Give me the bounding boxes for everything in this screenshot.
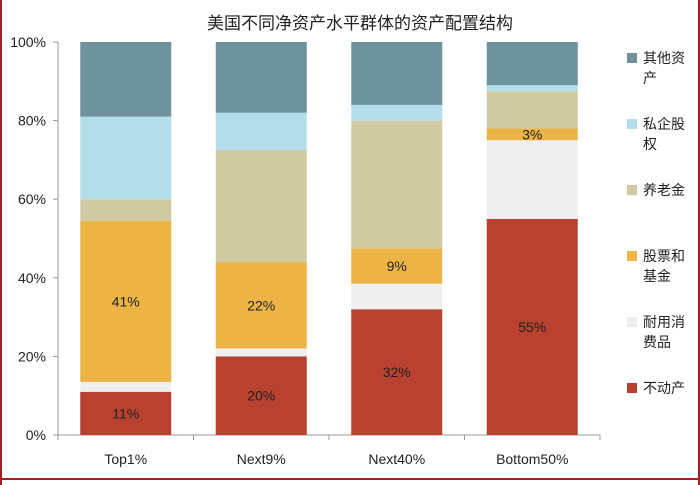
bar-segment	[351, 283, 443, 310]
bar-segment	[486, 91, 578, 129]
legend-swatch	[627, 185, 637, 195]
y-tick-label: 60%	[18, 191, 46, 207]
bar-layer	[80, 42, 578, 435]
y-tick-label: 100%	[10, 34, 46, 50]
legend-label: 费品	[643, 335, 671, 351]
data-label: 22%	[247, 297, 275, 313]
bar-segment	[215, 262, 307, 349]
y-tick-label: 0%	[26, 427, 46, 443]
bar-segment	[351, 248, 443, 284]
x-tick-label: Next9%	[237, 451, 286, 467]
bottom-rule	[0, 478, 700, 480]
legend-label: 权	[643, 137, 657, 153]
y-tick-label: 20%	[18, 348, 46, 364]
legend-label: 私企股	[643, 116, 685, 133]
bar-segment	[215, 42, 307, 113]
legend-swatch	[627, 119, 637, 129]
bar-segment	[486, 128, 578, 141]
bar-segment	[80, 199, 172, 221]
x-tick-label: Bottom50%	[496, 451, 568, 467]
legend-swatch	[627, 317, 637, 327]
legend-swatch	[627, 383, 637, 393]
data-label: 32%	[383, 364, 411, 380]
data-label: 9%	[387, 258, 407, 274]
data-label: 55%	[518, 319, 546, 335]
bar-segment	[486, 218, 578, 435]
bar-segment	[215, 356, 307, 435]
data-label-layer: 11% 20% 32% 55% 41% 22% 9% 3%	[112, 126, 547, 421]
bar-segment	[80, 116, 172, 200]
legend-label: 养老金	[643, 183, 685, 199]
data-label: 3%	[522, 126, 542, 142]
x-tick-label: Top1%	[104, 451, 147, 467]
bar-segment	[215, 112, 307, 151]
bar-segment	[351, 42, 443, 105]
bar-segment	[486, 85, 578, 92]
bar-segment	[486, 140, 578, 219]
legend-label: 产	[643, 71, 657, 87]
bar-segment	[215, 348, 307, 357]
axis-layer: 0% 20% 40% 60% 80% 100% Top1% Next9% Next40% Bott…	[10, 34, 601, 467]
bar-segment	[215, 150, 307, 263]
legend-swatch	[627, 251, 637, 261]
bar-segment	[80, 391, 172, 435]
bar-segment	[351, 309, 443, 435]
bar-segment	[351, 104, 443, 121]
chart-title: 美国不同净资产水平群体的资产配置结构	[207, 14, 513, 34]
data-label: 11%	[112, 405, 139, 421]
y-tick-label: 40%	[18, 270, 46, 286]
legend-label: 股票和	[643, 249, 685, 265]
legend-label: 不动产	[643, 381, 685, 397]
bar-segment	[80, 42, 172, 117]
x-tick-label: Next40%	[368, 451, 425, 467]
bar-segment	[80, 220, 172, 382]
bar-segment	[351, 120, 443, 249]
legend-label: 耐用消	[643, 315, 685, 331]
legend-swatch	[627, 53, 637, 63]
bar-segment	[486, 42, 578, 86]
y-tick-label: 80%	[18, 113, 46, 129]
legend-label: 基金	[643, 268, 671, 285]
data-label: 41%	[112, 293, 140, 309]
data-label: 20%	[247, 388, 275, 404]
bar-segment	[80, 381, 172, 392]
legend-label: 其他资	[643, 51, 685, 67]
